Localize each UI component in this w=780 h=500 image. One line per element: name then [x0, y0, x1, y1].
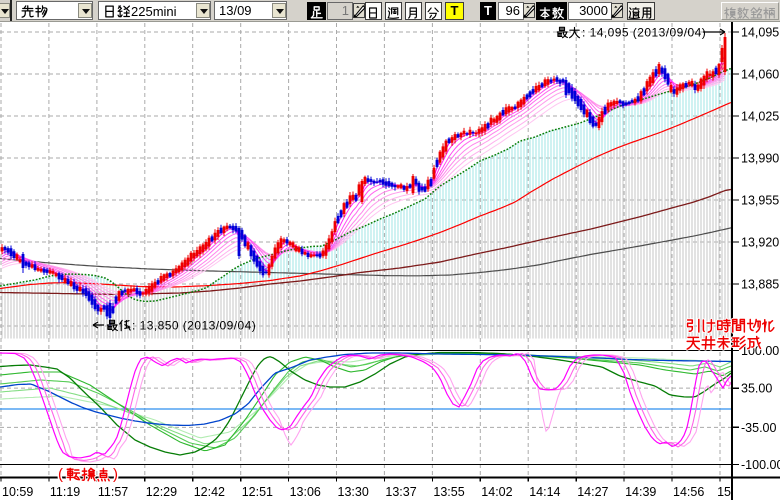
svg-text:14:02: 14:02 — [481, 485, 512, 499]
svg-text:14,060: 14,060 — [741, 68, 779, 82]
svg-text:(: ( — [58, 466, 63, 483]
svg-text:11:57: 11:57 — [98, 485, 128, 499]
svg-text:14:14: 14:14 — [529, 485, 560, 499]
svg-text:13,990: 13,990 — [741, 152, 779, 166]
svg-text:13,955: 13,955 — [741, 194, 779, 208]
svg-text:13,885: 13,885 — [741, 278, 779, 292]
svg-text:15: 15 — [717, 485, 731, 499]
svg-text:13,920: 13,920 — [741, 236, 779, 250]
svg-text:14,025: 14,025 — [741, 110, 779, 124]
svg-text:10:59: 10:59 — [2, 485, 33, 499]
svg-text:12:42: 12:42 — [194, 485, 225, 499]
svg-text:: 14,095 (2013/09/04): : 14,095 (2013/09/04) — [582, 26, 706, 40]
svg-text:14:56: 14:56 — [673, 485, 704, 499]
svg-text:-100.00: -100.00 — [741, 458, 780, 472]
svg-text:11:19: 11:19 — [50, 485, 80, 499]
svg-text:12:29: 12:29 — [146, 485, 177, 499]
svg-text:14:39: 14:39 — [625, 485, 656, 499]
svg-text:): ) — [113, 466, 118, 483]
svg-text:13:37: 13:37 — [385, 485, 416, 499]
svg-text:14,095: 14,095 — [741, 26, 779, 40]
svg-text:: 13,850 (2013/09/04): : 13,850 (2013/09/04) — [132, 319, 256, 333]
svg-text:13:55: 13:55 — [433, 485, 464, 499]
svg-text:-35.00: -35.00 — [741, 421, 776, 435]
svg-text:14:27: 14:27 — [577, 485, 608, 499]
svg-text:13:30: 13:30 — [338, 485, 369, 499]
svg-text:12:51: 12:51 — [242, 485, 273, 499]
svg-text:35.00: 35.00 — [741, 382, 772, 396]
svg-text:13:06: 13:06 — [290, 485, 321, 499]
